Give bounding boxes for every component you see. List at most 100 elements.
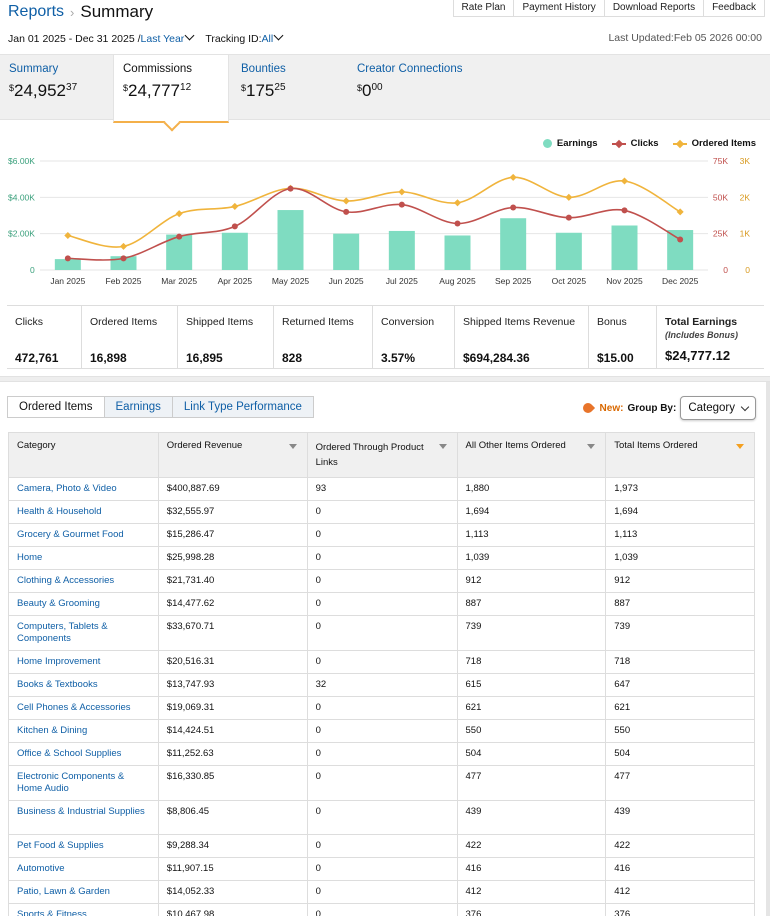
metric-label: Returned Items [282,316,354,328]
table-cell: 1,880 [456,477,607,501]
table-row: Cell Phones & Accessories $19,069.31 0 621 6… [8,696,755,720]
tab-bounties[interactable]: Bounties $17525 [232,55,347,121]
table-cell: 0 [306,719,458,743]
category-link[interactable]: Cell Phones & Accessories [8,696,159,720]
right-axis-items-tick-label: 1K [740,229,751,239]
category-link[interactable]: Home Improvement [8,650,159,674]
metric-value: 472,761 [15,351,59,365]
table-cell: 1,113 [605,523,755,547]
tracking-id-dropdown[interactable]: All [261,33,274,45]
x-axis-tick-label: May 2025 [272,276,310,286]
rate-plan-link[interactable]: Rate Plan [452,0,515,17]
amount-cents: 25 [274,82,286,93]
scrollbar[interactable] [766,382,770,916]
category-link[interactable]: Business & Industrial Supplies [8,800,159,835]
clicks-point [231,223,238,230]
table-cell: $9,288.34 [157,834,308,858]
table-cell: 0 [306,857,458,881]
last-updated: Last Updated:Feb 05 2026 00:00 [608,32,762,44]
category-link[interactable]: Camera, Photo & Video [8,477,159,501]
table-cell: 0 [306,800,458,835]
column-header-other-items[interactable]: All Other Items Ordered [456,432,607,478]
tab-commissions[interactable]: Commissions $24,77712 [113,55,229,123]
table-cell: 912 [456,569,607,593]
category-link[interactable]: Patio, Lawn & Garden [8,880,159,904]
amount-whole: 24,777 [128,81,181,100]
download-reports-link[interactable]: Download Reports [603,0,705,17]
chart-plot: 0 0 0 $2.00K 25K 1K $4.00K 50K 2K $6.00K 75K 3K Jan … [8,156,751,286]
x-axis-tick-label: Aug 2025 [439,276,476,286]
metric-value: 828 [282,351,303,365]
tab-creator-connections[interactable]: Creator Connections $000 [348,55,508,121]
chevron-down-icon[interactable] [273,30,284,41]
table-cell: 412 [456,880,607,904]
ordered-items-point [175,210,183,218]
column-header-category[interactable]: Category [8,432,159,478]
tab-amount: $24,77712 [123,81,219,101]
table-cell: 0 [306,650,458,674]
metric-sublabel: (Includes Bonus) [665,330,739,340]
legend-clicks[interactable]: Clicks [611,138,659,149]
category-link[interactable]: Clothing & Accessories [8,569,159,593]
category-link[interactable]: Pet Food & Supplies [8,834,159,858]
tab-earnings[interactable]: Earnings [103,396,173,418]
date-range-group: Jan 01 2025 - Dec 31 2025 /Last Year [8,30,195,45]
page-title: Summary [80,2,154,21]
tab-summary[interactable]: Summary $24,95237 [0,55,113,121]
clicks-point [677,236,684,243]
earnings-bar [444,235,471,270]
category-link[interactable]: Kitchen & Dining [8,719,159,743]
table-cell: 0 [306,903,458,916]
ordered-items-point [565,193,573,201]
ordered-items-point [676,208,684,216]
tab-link-type-performance[interactable]: Link Type Performance [171,396,314,418]
table-cell: 1,694 [605,500,755,524]
table-row: Home Improvement $20,516.31 0 718 718 [8,650,755,674]
category-link[interactable]: Health & Household [8,500,159,524]
period-dropdown[interactable]: Last Year [140,33,185,45]
table-cell: 416 [605,857,755,881]
category-link[interactable]: Grocery & Gourmet Food [8,523,159,547]
category-link[interactable]: Automotive [8,857,159,881]
group-by-select[interactable]: Category [680,396,756,420]
column-header-label: Ordered Through Product Links [315,442,424,468]
column-header-product-links[interactable]: Ordered Through Product Links [306,432,458,478]
table-cell: 504 [605,742,755,766]
tab-label: Summary [9,63,59,75]
category-link[interactable]: Electronic Components & Home Audio [8,765,159,801]
table-cell: 1,039 [605,546,755,570]
table-cell: 412 [605,880,755,904]
table-cell: 0 [306,569,458,593]
amount-whole: 175 [246,81,275,100]
right-axis-items-tick-label: 2K [740,192,751,202]
chevron-down-icon[interactable] [184,30,195,41]
sort-icon[interactable] [736,444,744,449]
tab-ordered-items[interactable]: Ordered Items [7,396,105,418]
column-header-ordered-revenue[interactable]: Ordered Revenue [157,432,308,478]
column-header-total-items[interactable]: Total Items Ordered [605,432,755,478]
table-cell: $14,477.62 [157,592,308,616]
breadcrumb-reports-link[interactable]: Reports [8,3,65,20]
category-link[interactable]: Computers, Tablets & Components [8,615,159,651]
category-link[interactable]: Books & Textbooks [8,673,159,697]
feedback-link[interactable]: Feedback [703,0,765,17]
category-link[interactable]: Office & School Supplies [8,742,159,766]
section-divider [0,376,770,382]
payment-history-link[interactable]: Payment History [513,0,605,17]
legend-ordered-items[interactable]: Ordered Items [672,138,756,149]
category-link[interactable]: Home [8,546,159,570]
clicks-point [454,220,461,227]
earnings-bar [166,234,193,270]
sort-icon[interactable] [438,444,447,449]
table-cell: 0 [306,765,458,801]
earnings-bar [555,232,582,270]
sort-icon[interactable] [587,444,596,449]
legend-earnings[interactable]: Earnings [542,138,598,149]
sort-icon[interactable] [288,444,297,449]
category-link[interactable]: Sports & Fitness [8,903,159,916]
metric-value: $694,284.36 [463,351,530,365]
table-cell: 739 [605,615,755,651]
clicks-point [510,204,517,211]
earnings-bar [500,218,527,270]
category-link[interactable]: Beauty & Grooming [8,592,159,616]
